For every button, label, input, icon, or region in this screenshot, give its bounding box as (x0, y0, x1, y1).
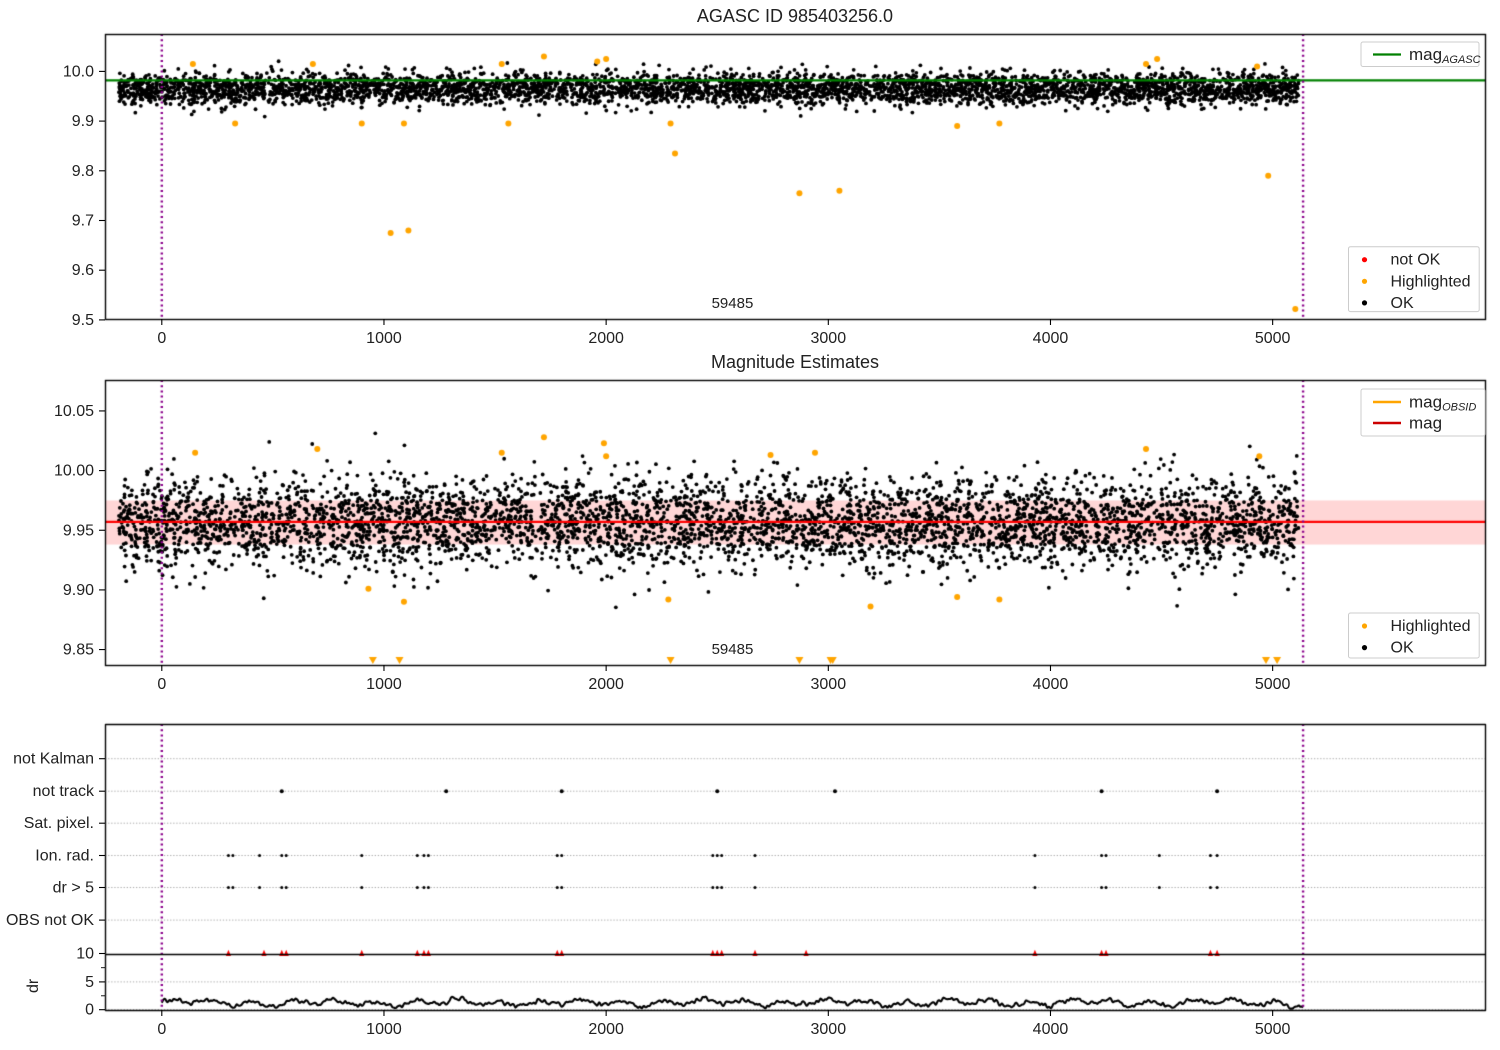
svg-text:0: 0 (157, 330, 166, 347)
svg-text:10: 10 (76, 946, 94, 963)
svg-text:5: 5 (85, 974, 94, 991)
svg-text:not OK: not OK (1391, 252, 1441, 269)
svg-text:0: 0 (157, 1021, 166, 1038)
svg-text:mag: mag (1409, 45, 1442, 64)
svg-text:9.8: 9.8 (72, 163, 94, 180)
svg-text:4000: 4000 (1033, 1021, 1069, 1038)
svg-text:0: 0 (157, 676, 166, 693)
svg-text:1000: 1000 (366, 676, 402, 693)
svg-text:10.00: 10.00 (54, 463, 94, 480)
svg-text:Ion. rad.: Ion. rad. (35, 848, 94, 865)
svg-text:3000: 3000 (811, 330, 847, 347)
svg-text:10.0: 10.0 (63, 63, 94, 80)
svg-text:1000: 1000 (366, 1021, 402, 1038)
svg-text:3000: 3000 (811, 676, 847, 693)
svg-text:dr: dr (25, 978, 42, 993)
svg-text:9.5: 9.5 (72, 312, 94, 329)
svg-text:59485: 59485 (712, 641, 754, 658)
svg-text:9.9: 9.9 (72, 113, 94, 130)
svg-text:AGASC ID 985403256.0: AGASC ID 985403256.0 (697, 6, 893, 26)
svg-text:9.6: 9.6 (72, 262, 94, 279)
svg-text:2000: 2000 (588, 676, 624, 693)
svg-text:2000: 2000 (588, 330, 624, 347)
svg-text:Sat. pixel.: Sat. pixel. (24, 815, 94, 832)
svg-text:Magnitude Estimates: Magnitude Estimates (711, 352, 879, 372)
svg-text:5000: 5000 (1255, 1021, 1291, 1038)
svg-text:AGASC: AGASC (1441, 54, 1481, 66)
svg-text:not Kalman: not Kalman (13, 751, 94, 768)
svg-text:OBSID: OBSID (1442, 402, 1476, 414)
svg-text:2000: 2000 (588, 1021, 624, 1038)
svg-text:59485: 59485 (712, 295, 754, 312)
svg-text:4000: 4000 (1033, 330, 1069, 347)
svg-text:OK: OK (1391, 640, 1414, 657)
svg-text:not track: not track (33, 783, 95, 800)
svg-text:mag: mag (1409, 393, 1442, 412)
svg-text:mag: mag (1409, 414, 1442, 433)
svg-text:9.90: 9.90 (63, 582, 94, 599)
svg-text:OK: OK (1391, 295, 1414, 312)
svg-text:4000: 4000 (1033, 676, 1069, 693)
svg-text:9.85: 9.85 (63, 642, 94, 659)
svg-text:5000: 5000 (1255, 330, 1291, 347)
svg-text:Highlighted: Highlighted (1391, 273, 1471, 290)
svg-text:10.05: 10.05 (54, 403, 94, 420)
svg-text:OBS not OK: OBS not OK (6, 912, 94, 929)
svg-text:9.95: 9.95 (63, 522, 94, 539)
svg-text:1000: 1000 (366, 330, 402, 347)
svg-text:5000: 5000 (1255, 676, 1291, 693)
svg-text:0: 0 (85, 1002, 94, 1019)
svg-text:Highlighted: Highlighted (1391, 618, 1471, 635)
svg-text:dr > 5: dr > 5 (53, 880, 94, 897)
svg-text:3000: 3000 (811, 1021, 847, 1038)
svg-text:9.7: 9.7 (72, 213, 94, 230)
